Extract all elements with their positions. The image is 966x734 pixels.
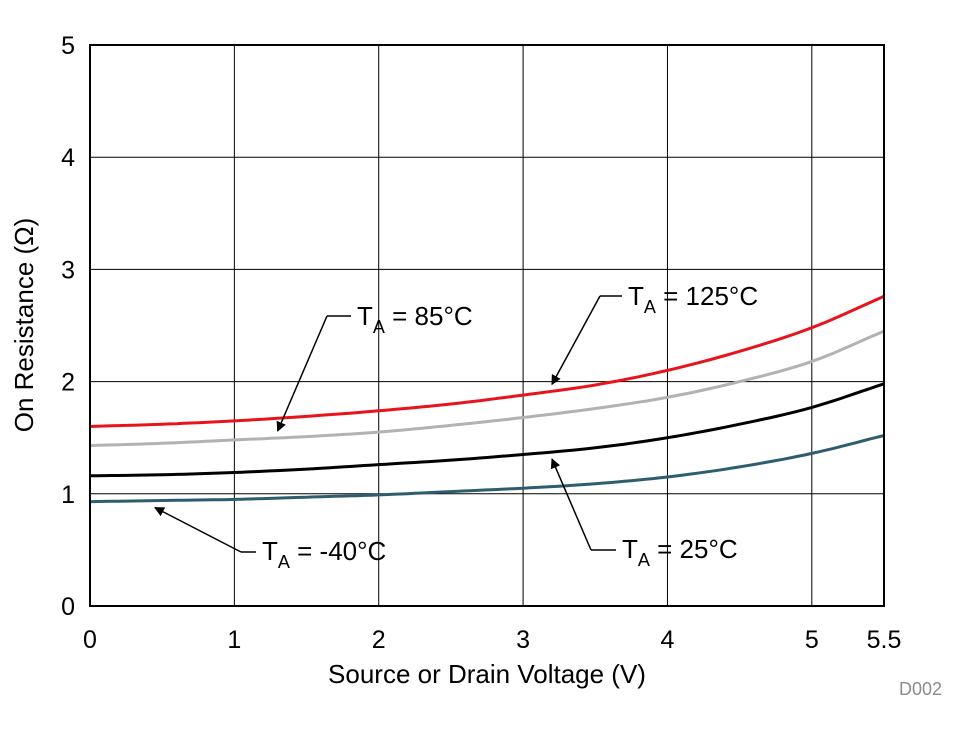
series-line-1 xyxy=(89,329,885,448)
annotation-arrow xyxy=(550,458,592,551)
y-axis-title: On Resistance (Ω) xyxy=(9,218,39,433)
annotation-label: TA = 125°C xyxy=(628,281,758,317)
series-line-0 xyxy=(89,294,885,428)
y-tick-labels: 0 1 2 3 4 5 xyxy=(61,32,75,621)
annotation-label: TA = 25°C xyxy=(622,534,738,570)
x-tick-label: 2 xyxy=(372,626,386,654)
y-tick-label: 0 xyxy=(61,593,75,621)
y-tick-label: 5 xyxy=(61,32,75,60)
annotation-label: TA = 85°C xyxy=(357,301,473,337)
x-tick-label: 5.5 xyxy=(867,626,902,654)
x-tick-label: 0 xyxy=(83,626,97,654)
y-tick-label: 1 xyxy=(61,481,75,509)
series-line-2 xyxy=(89,382,885,478)
series-line-3 xyxy=(89,434,885,504)
x-tick-labels: 0 1 2 3 4 5 5.5 xyxy=(83,626,901,654)
series-annotations: TA = 85°C TA = 125°C TA = -40°C TA = 25°C xyxy=(154,281,758,572)
x-tick-label: 5 xyxy=(805,626,819,654)
x-tick-label: 1 xyxy=(227,626,241,654)
gridlines xyxy=(90,45,884,606)
plot-frame xyxy=(89,44,885,607)
plot-background xyxy=(90,45,884,606)
x-tick-label: 4 xyxy=(661,626,675,654)
y-tick-label: 3 xyxy=(61,256,75,284)
annotation-label: TA = -40°C xyxy=(262,536,386,572)
series-lines xyxy=(89,294,885,504)
x-tick-label: 3 xyxy=(516,626,530,654)
annotation-arrow xyxy=(551,295,601,386)
y-tick-label: 2 xyxy=(61,369,75,397)
x-axis-title: Source or Drain Voltage (V) xyxy=(328,659,646,689)
y-tick-label: 4 xyxy=(61,144,75,172)
figure-id: D002 xyxy=(899,679,942,699)
annotation-arrow xyxy=(154,506,242,553)
annotation-arrow xyxy=(276,315,328,432)
